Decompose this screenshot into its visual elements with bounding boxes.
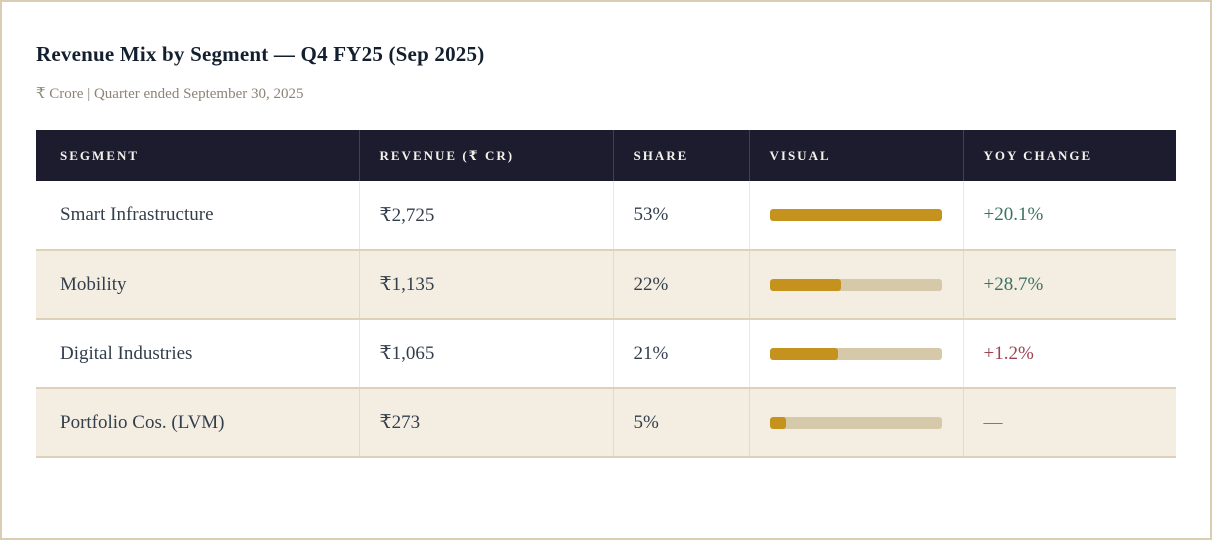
segment-cell: Smart Infrastructure xyxy=(36,181,360,251)
header-row: Segment Revenue (₹ Cr) Share Visual YoY … xyxy=(36,130,1176,181)
table-body: Smart Infrastructure ₹2,725 53% +20.1% M… xyxy=(36,181,1176,458)
revenue-mix-table: Segment Revenue (₹ Cr) Share Visual YoY … xyxy=(36,130,1176,458)
share-cell: 21% xyxy=(613,319,750,389)
page-title: Revenue Mix by Segment — Q4 FY25 (Sep 20… xyxy=(36,42,485,66)
page-subtitle: ₹ Crore | Quarter ended September 30, 20… xyxy=(36,86,304,102)
table-row: Digital Industries ₹1,065 21% +1.2% xyxy=(36,319,1176,389)
visual-cell xyxy=(749,250,964,320)
bar-fill xyxy=(769,416,786,429)
yoy-cell: +20.1% xyxy=(963,181,1176,251)
table-row: Portfolio Cos. (LVM) ₹273 5% — xyxy=(36,388,1176,458)
bar-fill xyxy=(769,278,841,291)
table-header: Segment Revenue (₹ Cr) Share Visual YoY … xyxy=(36,130,1176,181)
segment-cell: Digital Industries xyxy=(36,319,360,389)
share-cell: 53% xyxy=(613,181,750,251)
bar-track xyxy=(769,209,942,221)
segment-cell: Mobility xyxy=(36,250,360,320)
bar-track xyxy=(769,347,942,360)
table-row: Smart Infrastructure ₹2,725 53% +20.1% xyxy=(36,181,1176,251)
yoy-cell: +1.2% xyxy=(963,319,1176,389)
segment-cell: Portfolio Cos. (LVM) xyxy=(36,388,360,458)
share-cell: 22% xyxy=(613,250,750,320)
visual-cell xyxy=(749,388,964,458)
content-area: Revenue Mix by Segment — Q4 FY25 (Sep 20… xyxy=(2,2,1210,458)
header-cell-revenue: Revenue (₹ Cr) xyxy=(359,130,614,181)
visual-cell xyxy=(749,319,964,389)
header-cell-visual: Visual xyxy=(749,130,964,181)
bar-track xyxy=(769,278,942,291)
revenue-cell: ₹2,725 xyxy=(359,181,614,251)
yoy-cell: +28.7% xyxy=(963,250,1176,320)
share-cell: 5% xyxy=(613,388,750,458)
header-cell-segment: Segment xyxy=(36,130,360,181)
yoy-cell: — xyxy=(963,388,1176,458)
table-row: Mobility ₹1,135 22% +28.7% xyxy=(36,250,1176,320)
bar-fill xyxy=(769,347,838,360)
header-cell-share: Share xyxy=(613,130,750,181)
revenue-cell: ₹1,135 xyxy=(359,250,614,320)
header-cell-yoy: YoY Change xyxy=(963,130,1176,181)
revenue-cell: ₹1,065 xyxy=(359,319,614,389)
bar-track xyxy=(769,416,942,429)
bar-fill xyxy=(769,209,942,221)
visual-cell xyxy=(749,181,964,251)
revenue-cell: ₹273 xyxy=(359,388,614,458)
